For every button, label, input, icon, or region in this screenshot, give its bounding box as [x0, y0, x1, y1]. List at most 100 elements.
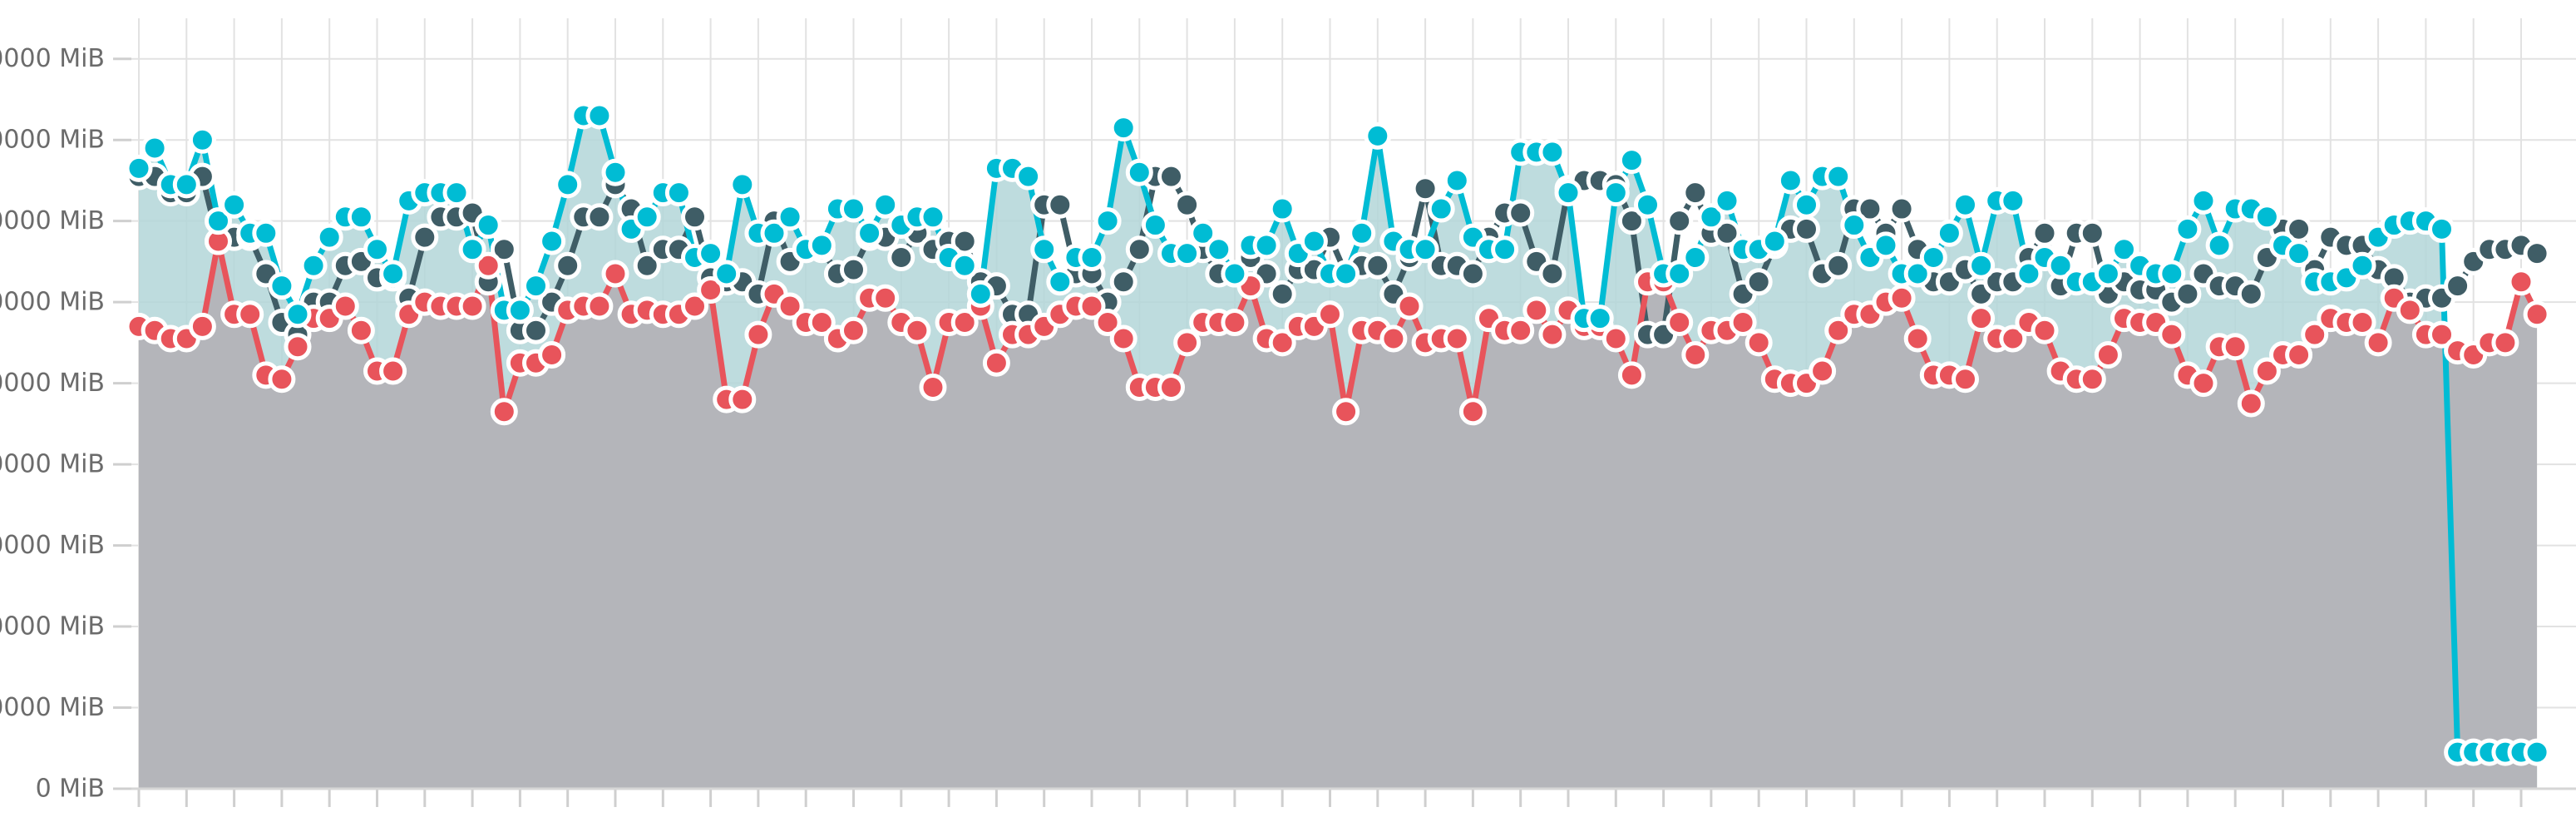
data-point-cyan[interactable]: [1221, 260, 1249, 288]
data-point-red[interactable]: [903, 316, 931, 344]
data-point-cyan[interactable]: [284, 300, 312, 329]
data-point-red[interactable]: [1379, 324, 1408, 353]
data-point-red[interactable]: [1268, 329, 1296, 357]
data-point-slate[interactable]: [554, 251, 582, 280]
data-point-cyan[interactable]: [2094, 260, 2122, 288]
data-point-red[interactable]: [2253, 357, 2281, 385]
data-point-cyan[interactable]: [2046, 251, 2075, 280]
data-point-red[interactable]: [1744, 329, 1773, 357]
data-point-cyan[interactable]: [268, 272, 296, 300]
data-point-cyan[interactable]: [1666, 260, 1694, 288]
data-point-slate[interactable]: [1268, 280, 1296, 308]
data-point-red[interactable]: [681, 292, 708, 320]
data-point-cyan[interactable]: [950, 251, 979, 280]
data-point-slate[interactable]: [1458, 260, 1487, 288]
data-point-red[interactable]: [1809, 357, 1837, 385]
data-point-cyan[interactable]: [856, 219, 884, 247]
data-point-slate[interactable]: [1888, 195, 1916, 223]
data-point-red[interactable]: [1395, 292, 1424, 320]
data-point-red[interactable]: [1458, 398, 1487, 426]
data-point-cyan[interactable]: [252, 219, 280, 247]
data-point-cyan[interactable]: [1903, 260, 1932, 288]
data-point-cyan[interactable]: [506, 296, 534, 324]
data-point-red[interactable]: [474, 251, 502, 280]
data-point-red[interactable]: [1666, 309, 1694, 337]
data-point-cyan[interactable]: [2253, 203, 2281, 231]
data-point-cyan[interactable]: [141, 134, 169, 162]
data-point-red[interactable]: [697, 276, 725, 305]
data-point-cyan[interactable]: [601, 158, 629, 186]
data-point-red[interactable]: [1729, 309, 1757, 337]
data-point-cyan[interactable]: [871, 191, 900, 219]
data-point-cyan[interactable]: [664, 179, 693, 207]
data-point-cyan[interactable]: [776, 203, 804, 231]
data-point-red[interactable]: [538, 341, 566, 369]
data-point-slate[interactable]: [1411, 175, 1439, 203]
data-point-red[interactable]: [1903, 324, 1932, 353]
data-point-slate[interactable]: [2237, 280, 2265, 308]
data-point-red[interactable]: [728, 385, 757, 413]
data-point-red[interactable]: [950, 309, 979, 337]
data-point-cyan[interactable]: [2205, 231, 2233, 260]
data-point-red[interactable]: [2491, 329, 2519, 357]
data-point-slate[interactable]: [522, 316, 550, 344]
data-point-red[interactable]: [2396, 296, 2424, 324]
data-point-red[interactable]: [1157, 374, 1185, 402]
data-point-red[interactable]: [2507, 268, 2535, 296]
data-point-red[interactable]: [2078, 365, 2106, 394]
data-point-cyan[interactable]: [919, 203, 947, 231]
data-point-red[interactable]: [1507, 316, 1535, 344]
data-point-slate[interactable]: [681, 203, 708, 231]
data-point-slate[interactable]: [1157, 162, 1185, 191]
data-point-cyan[interactable]: [1586, 305, 1614, 333]
data-point-red[interactable]: [268, 365, 296, 394]
data-point-red[interactable]: [1824, 316, 1853, 344]
data-point-cyan[interactable]: [125, 154, 153, 182]
data-point-slate[interactable]: [2444, 272, 2472, 300]
data-point-slate[interactable]: [1824, 251, 1853, 280]
data-point-cyan[interactable]: [442, 179, 471, 207]
data-point-slate[interactable]: [1507, 199, 1535, 227]
data-point-red[interactable]: [1967, 305, 1996, 333]
data-point-cyan[interactable]: [1634, 191, 1661, 219]
data-point-cyan[interactable]: [1919, 244, 1947, 272]
data-point-cyan[interactable]: [1967, 251, 1996, 280]
data-point-cyan[interactable]: [1824, 162, 1853, 191]
data-point-red[interactable]: [2221, 333, 2249, 361]
data-point-cyan[interactable]: [299, 251, 328, 280]
data-point-slate[interactable]: [633, 251, 661, 280]
data-point-cyan[interactable]: [1268, 195, 1296, 223]
data-point-cyan[interactable]: [1697, 203, 1725, 231]
data-point-cyan[interactable]: [1030, 235, 1059, 264]
data-point-cyan[interactable]: [1776, 166, 1804, 195]
data-point-cyan[interactable]: [1601, 179, 1630, 207]
data-point-red[interactable]: [2237, 389, 2265, 418]
data-point-slate[interactable]: [840, 255, 867, 284]
data-point-red[interactable]: [1316, 300, 1344, 329]
data-point-red[interactable]: [188, 312, 216, 340]
data-point-cyan[interactable]: [585, 102, 614, 130]
data-point-red[interactable]: [1093, 309, 1122, 337]
data-point-red[interactable]: [1078, 292, 1106, 320]
data-point-cyan[interactable]: [2285, 240, 2313, 268]
data-point-slate[interactable]: [887, 244, 915, 272]
data-point-red[interactable]: [379, 357, 407, 385]
data-point-slate[interactable]: [1617, 207, 1646, 235]
data-point-slate[interactable]: [2078, 219, 2106, 247]
data-point-cyan[interactable]: [1617, 146, 1646, 175]
data-point-red[interactable]: [919, 374, 947, 402]
data-point-cyan[interactable]: [1999, 186, 2027, 215]
data-point-cyan[interactable]: [1093, 207, 1122, 235]
data-point-slate[interactable]: [1538, 260, 1567, 288]
data-point-slate[interactable]: [1793, 215, 1820, 243]
data-point-cyan[interactable]: [2189, 186, 2218, 215]
data-point-cyan[interactable]: [2174, 215, 2202, 243]
data-point-cyan[interactable]: [728, 171, 757, 199]
data-point-red[interactable]: [458, 292, 486, 320]
data-point-slate[interactable]: [490, 235, 518, 264]
data-point-red[interactable]: [1522, 296, 1551, 324]
data-point-red[interactable]: [2094, 341, 2122, 369]
data-point-red[interactable]: [2189, 369, 2218, 398]
data-point-red[interactable]: [2348, 309, 2376, 337]
data-point-cyan[interactable]: [1443, 166, 1471, 195]
